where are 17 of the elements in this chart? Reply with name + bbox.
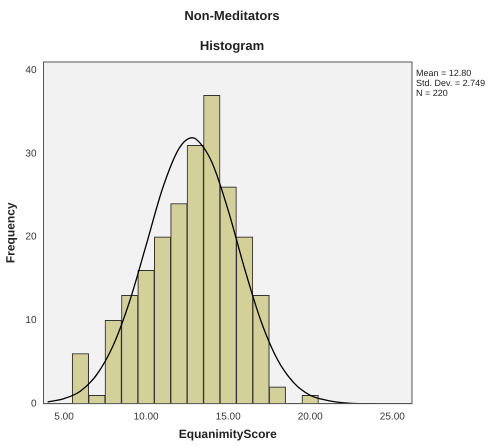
x-tick-label: 10.00 bbox=[134, 411, 160, 422]
y-tick-label: 30 bbox=[25, 148, 37, 160]
x-tick-label: 25.00 bbox=[380, 411, 406, 422]
text: Std. Dev. = 2.749 bbox=[416, 78, 486, 88]
text: N = 220 bbox=[416, 88, 449, 98]
y-tick-label: 10 bbox=[25, 315, 37, 326]
chart-title: Non-Meditators bbox=[183, 8, 281, 23]
chart-subtitle: Histogram bbox=[198, 38, 266, 53]
y-tick-label: 0 bbox=[30, 398, 37, 410]
x-tick-label: 20.00 bbox=[298, 411, 324, 422]
y-tick-label: 40 bbox=[25, 65, 37, 76]
y-axis-title: Frequency bbox=[4, 202, 18, 264]
text: Mean = 12.80 bbox=[416, 68, 472, 78]
y-tick-label: 20 bbox=[25, 232, 37, 243]
x-axis-title: EquanimityScore bbox=[178, 427, 278, 442]
x-tick-label: 15.00 bbox=[216, 411, 242, 422]
x-tick-label: 5.00 bbox=[54, 411, 74, 422]
